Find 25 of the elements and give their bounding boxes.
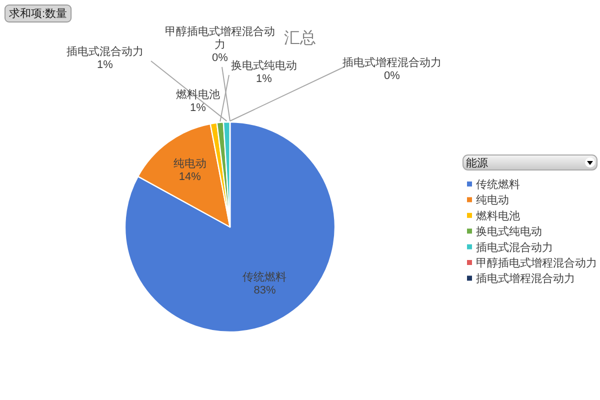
- data-label: 1%: [97, 59, 114, 71]
- category-label: 甲醇插电式增程混合动力: [165, 26, 275, 51]
- data-label: 1%: [256, 73, 272, 85]
- legend-label: 换电式纯电动: [476, 225, 542, 238]
- slice-label: 换电式纯电动: [231, 59, 297, 72]
- chart-title: 汇总: [284, 28, 316, 47]
- legend-label: 插电式增程混合动力: [476, 272, 575, 286]
- legend-label: 甲醇插电式增程混合动力: [476, 256, 597, 270]
- legend-title: 能源: [466, 156, 488, 170]
- data-label: 83%: [254, 284, 276, 297]
- text: 求和项:数量: [9, 7, 68, 20]
- category-label: 插电式增程混合动力: [342, 57, 442, 69]
- data-label: 1%: [190, 102, 206, 114]
- legend-label: 插电式混合动力: [476, 240, 553, 254]
- text: 0%: [212, 52, 228, 64]
- data-label: 14%: [178, 170, 202, 183]
- slice-label: 燃料电池: [176, 88, 220, 101]
- text: 0%: [384, 70, 400, 82]
- pie-slice: [124, 121, 336, 333]
- legend-label: 传统燃料: [476, 178, 520, 191]
- legend-label: 燃料电池: [476, 209, 520, 222]
- slice-label: 插电式混合动力: [66, 45, 144, 58]
- slice-label: 传统燃料: [242, 270, 287, 284]
- legend-label: 纯电动: [476, 194, 509, 207]
- slice-label: 纯电动: [173, 156, 206, 170]
